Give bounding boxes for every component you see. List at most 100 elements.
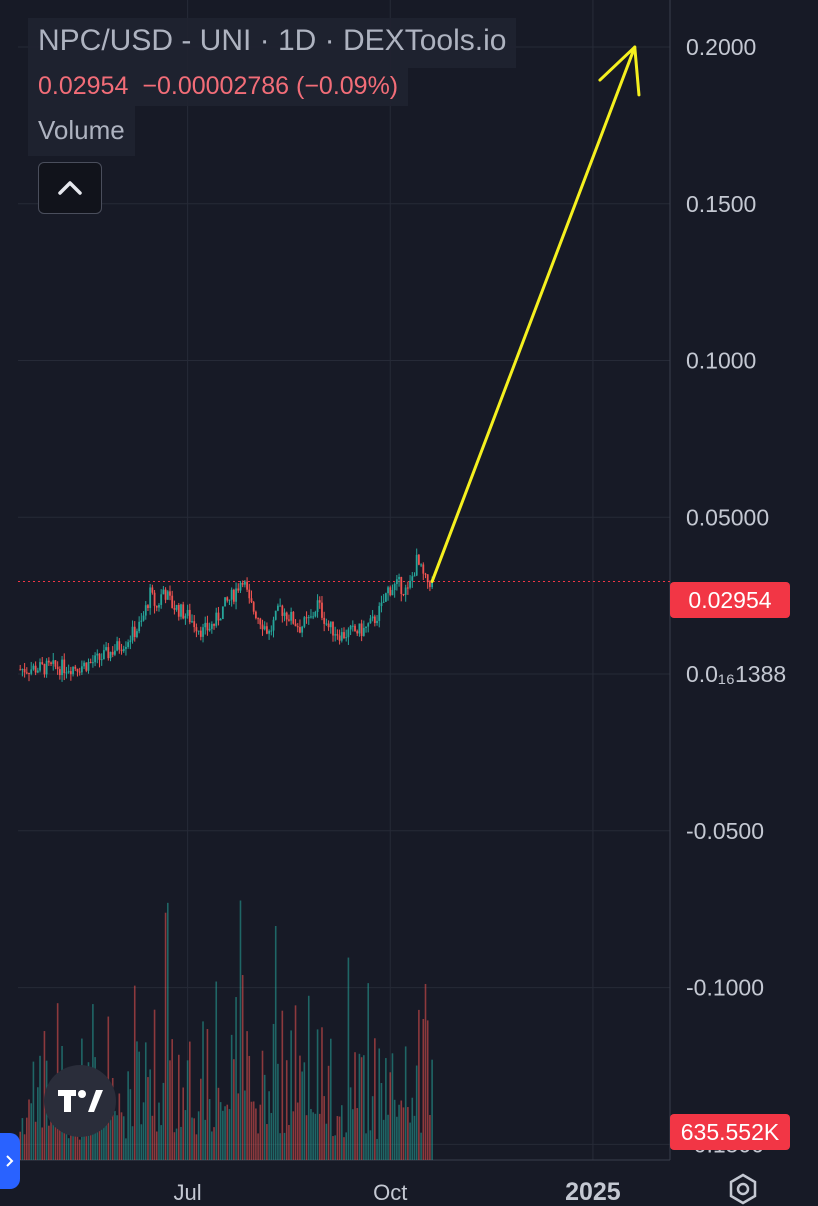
- volume-bar: [272, 1023, 275, 1160]
- volume-bar: [78, 1139, 81, 1160]
- tradingview-logo[interactable]: [44, 1065, 116, 1137]
- candle-body: [384, 593, 387, 602]
- volume-bar: [233, 1059, 235, 1160]
- candle-body: [39, 662, 41, 671]
- candle-body: [107, 647, 110, 659]
- time-tick-label: Oct: [373, 1180, 407, 1200]
- candle-body: [391, 590, 394, 596]
- price-tick-label: 0.1500: [686, 191, 756, 217]
- candle-body: [224, 597, 226, 607]
- candle-body: [188, 609, 191, 623]
- candle-body: [47, 660, 50, 663]
- candle-body: [111, 651, 114, 655]
- price-tick-label: 0.05000: [686, 504, 769, 530]
- candle-body: [158, 604, 160, 608]
- candle-body: [74, 666, 77, 669]
- candle-body: [338, 635, 341, 641]
- candle-body: [347, 629, 350, 638]
- candle-body: [398, 576, 400, 580]
- volume-bar: [257, 1133, 259, 1160]
- legend-price-row: 0.02954 −0.00002786 (−0.09%): [28, 68, 409, 106]
- volume-bar: [133, 985, 136, 1160]
- volume-bar: [219, 1102, 222, 1160]
- volume-bar: [371, 1096, 374, 1160]
- volume-bar: [155, 1131, 158, 1160]
- candle-body: [180, 604, 182, 617]
- volume-bar: [204, 1119, 207, 1160]
- candle-body: [171, 595, 174, 609]
- volume-bar: [138, 1051, 140, 1160]
- candle-body: [299, 627, 301, 633]
- volume-bar: [391, 1053, 394, 1160]
- volume-bar: [332, 1136, 334, 1160]
- candle-body: [272, 619, 275, 631]
- candle-body: [210, 624, 213, 629]
- candle-body: [103, 650, 105, 660]
- volume-bar: [252, 1101, 255, 1160]
- volume-bar: [374, 1038, 376, 1160]
- candle-body: [58, 669, 61, 676]
- volume-bar: [222, 1110, 224, 1160]
- candle-body: [76, 668, 79, 672]
- volume-bar: [316, 1029, 319, 1160]
- candle-body: [336, 634, 339, 636]
- candle-body: [301, 626, 304, 633]
- volume-bar: [248, 1055, 251, 1160]
- candle-body: [237, 588, 240, 591]
- volume-bar: [76, 1134, 79, 1160]
- candle-body: [155, 605, 158, 608]
- volume-bar: [307, 995, 310, 1160]
- volume-bar: [116, 1115, 118, 1160]
- candle-body: [206, 622, 209, 631]
- candle-body: [263, 626, 266, 630]
- candle-body: [239, 582, 242, 591]
- candle-body: [285, 612, 288, 620]
- volume-bar: [151, 1115, 154, 1160]
- candle-body: [230, 589, 233, 600]
- candle-body: [406, 587, 409, 589]
- volume-bar: [120, 1112, 123, 1160]
- candle-body: [122, 648, 125, 652]
- projection-arrow[interactable]: [430, 45, 641, 583]
- volume-bar: [255, 1108, 257, 1160]
- candle-body: [323, 617, 326, 624]
- settings-icon[interactable]: [726, 1172, 760, 1206]
- volume-bar: [114, 1110, 116, 1160]
- volume-bar: [50, 1101, 52, 1160]
- volume-bar: [111, 1077, 114, 1160]
- volume-legend-label[interactable]: Volume: [28, 106, 135, 156]
- volume-bar: [19, 1131, 22, 1160]
- candle-body: [91, 662, 94, 664]
- volume-bar: [23, 1134, 26, 1160]
- candle-body: [294, 623, 297, 627]
- volume-bar: [246, 1031, 248, 1160]
- chart-title: NPC/USD - UNI · 1D · DEXTools.io: [28, 18, 517, 68]
- volume-bar: [345, 1132, 348, 1160]
- volume-bar: [363, 1055, 365, 1160]
- side-panel-toggle[interactable]: [0, 1133, 20, 1189]
- volume-bar: [369, 1130, 372, 1160]
- volume-bar: [131, 1126, 134, 1160]
- candle-body: [321, 602, 323, 618]
- candle-body: [63, 659, 66, 674]
- candle-body: [164, 589, 167, 600]
- volume-bar: [169, 1060, 171, 1160]
- candle-body: [94, 655, 96, 663]
- volume-bar: [354, 1052, 356, 1160]
- candle-body: [116, 641, 119, 651]
- candle-body: [175, 604, 178, 610]
- volume-bar: [285, 1060, 288, 1160]
- volume-bar: [387, 1114, 389, 1160]
- volume-bar: [213, 1127, 215, 1160]
- candle-body: [61, 659, 63, 676]
- volume-bar: [41, 1127, 44, 1160]
- candle-body: [259, 618, 262, 625]
- volume-bar: [263, 1074, 266, 1160]
- volume-bar: [149, 1069, 151, 1160]
- volume-bar: [407, 1107, 409, 1160]
- candle-body: [184, 615, 187, 619]
- volume-bar: [411, 1097, 414, 1160]
- volume-bar: [325, 1123, 328, 1160]
- collapse-legend-button[interactable]: [38, 162, 102, 214]
